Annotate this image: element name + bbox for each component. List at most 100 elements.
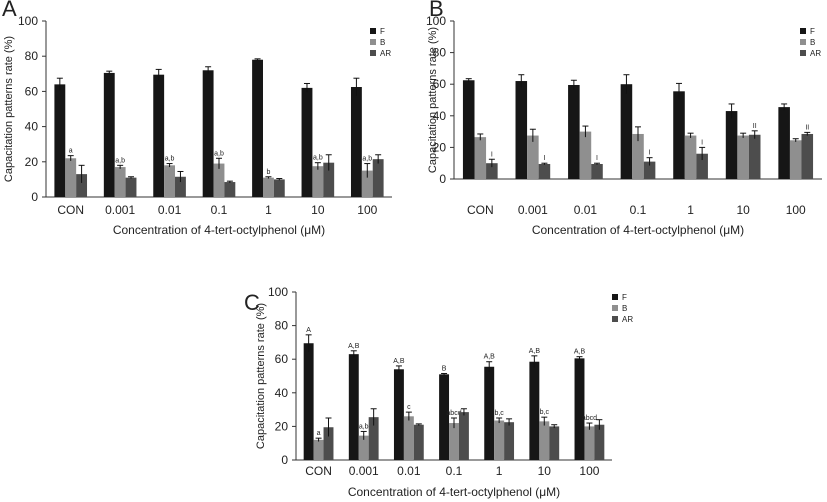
significance-label: B [442, 365, 447, 372]
y-tick-label: 40 [433, 109, 447, 123]
legend-swatch [612, 305, 618, 311]
significance-label: a,b [362, 156, 372, 163]
bar-b [164, 165, 176, 197]
y-tick-label: 80 [275, 319, 289, 333]
significance-label: a,b [313, 155, 323, 162]
y-tick-label: 40 [25, 120, 39, 134]
bar-b [474, 137, 487, 179]
bar-b [403, 416, 414, 460]
y-tick-label: 80 [433, 46, 447, 60]
significance-label: b,c [540, 409, 550, 416]
bar-f [303, 343, 314, 460]
y-tick-label: 20 [25, 155, 39, 169]
y-tick-label: 0 [281, 453, 288, 467]
legend-swatch [370, 50, 376, 56]
significance-label: A,B [484, 354, 496, 361]
bar-f [202, 70, 214, 197]
legend-label: F [810, 27, 815, 36]
significance-label: A,B [529, 348, 541, 355]
bar-f [725, 111, 738, 179]
significance-label: abcd [446, 410, 461, 417]
significance-label: A,B [574, 349, 586, 356]
category-label: CON [305, 464, 332, 478]
bar-f [103, 72, 115, 197]
significance-label: I [596, 155, 598, 162]
category-label: 0.001 [105, 203, 135, 217]
bar-ar [594, 424, 605, 460]
category-label: 0.1 [211, 203, 228, 217]
bar-ar [175, 176, 186, 197]
category-label: 0.01 [574, 203, 598, 217]
category-label: 0.001 [349, 464, 379, 478]
category-label: 1 [687, 203, 694, 217]
legend-swatch [800, 28, 806, 34]
legend-label: AR [380, 49, 391, 58]
bar-b [449, 423, 459, 460]
significance-label: a [317, 430, 321, 437]
significance-label: A [306, 327, 311, 334]
bar-ar [76, 174, 88, 197]
bar-b [527, 135, 539, 179]
legend-label: F [380, 27, 385, 36]
y-tick-label: 60 [275, 352, 289, 366]
category-label: 100 [579, 464, 599, 478]
legend-label: B [380, 38, 385, 47]
bar-f [153, 74, 165, 197]
bar-b [358, 435, 369, 460]
bar-b [65, 158, 77, 197]
bar-ar [591, 163, 603, 179]
category-label: CON [467, 203, 494, 217]
bar-b [494, 420, 505, 460]
y-tick-label: 0 [439, 172, 446, 186]
bar-b [313, 439, 324, 460]
legend-label: AR [622, 315, 633, 324]
bar-ar [413, 424, 424, 460]
category-label: 0.1 [446, 464, 463, 478]
bar-ar [538, 163, 551, 179]
category-label: 0.01 [397, 464, 421, 478]
bar-b [789, 140, 802, 179]
bar-f [574, 358, 585, 460]
bar-f [462, 80, 475, 179]
bar-b [579, 131, 592, 179]
significance-label: II [805, 124, 809, 131]
category-label: 0.01 [158, 203, 182, 217]
legend-swatch [612, 316, 618, 322]
bar-ar [372, 159, 384, 197]
x-axis-label: Concentration of 4-tert-octylphenol (μM) [532, 223, 744, 237]
y-tick-label: 20 [433, 140, 447, 154]
bar-f [484, 366, 495, 460]
bar-ar [224, 182, 236, 197]
significance-label: a,b [165, 156, 175, 163]
category-label: 0.1 [630, 203, 647, 217]
bar-b [361, 170, 373, 197]
bar-ar [125, 177, 137, 197]
panel-letter: A [2, 0, 17, 21]
legend-label: F [622, 293, 627, 302]
significance-label: a,b [359, 423, 369, 430]
legend-label: B [810, 38, 815, 47]
bar-ar [549, 426, 560, 460]
significance-label: I [701, 139, 703, 146]
legend-swatch [800, 50, 806, 56]
bar-ar [801, 133, 814, 179]
bar-f [439, 374, 450, 460]
significance-label: I [543, 155, 545, 162]
y-tick-label: 80 [25, 49, 39, 63]
bar-b [262, 177, 274, 197]
significance-label: a [69, 148, 73, 155]
bar-f [568, 84, 580, 179]
bar-ar [643, 161, 656, 179]
significance-label: b [266, 169, 270, 176]
bar-b [584, 426, 595, 460]
significance-label: b,c [494, 410, 504, 417]
bar-f [348, 354, 359, 460]
y-tick-label: 100 [268, 285, 288, 299]
x-axis-label: Concentration of 4-tert-octylphenol (μM) [348, 485, 560, 499]
legend-swatch [370, 28, 376, 34]
significance-label: I [649, 150, 651, 157]
legend-label: AR [810, 49, 821, 58]
bar-f [393, 369, 404, 460]
